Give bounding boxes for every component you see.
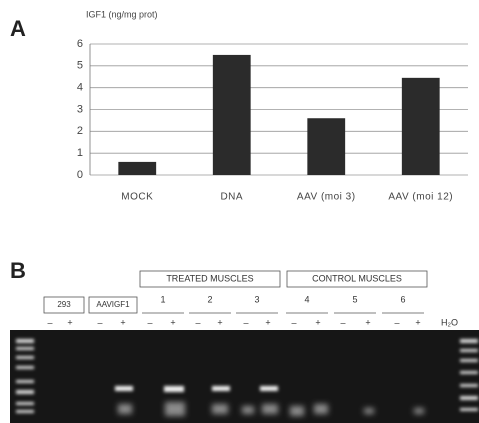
lane-sign: – — [147, 317, 152, 327]
lane-label: AAVIGF1 — [96, 300, 130, 309]
y-tick-label: 3 — [77, 103, 83, 115]
y-axis-title: IGF1 (ng/mg prot) — [86, 9, 158, 19]
lane-sign: + — [365, 317, 370, 327]
lane-sign: + — [170, 317, 175, 327]
y-tick-label: 6 — [77, 38, 83, 50]
lane-sign: + — [67, 317, 72, 327]
x-tick-label: DNA — [220, 192, 243, 203]
panel-label: B — [10, 258, 26, 283]
y-tick-label: 4 — [77, 82, 83, 94]
lane-label: 6 — [400, 294, 405, 304]
y-tick-label: 2 — [77, 125, 83, 137]
water-label: H₂O — [441, 317, 458, 327]
panel-label: A — [10, 16, 26, 41]
lane-label: 4 — [304, 294, 309, 304]
lane-label: 3 — [254, 294, 259, 304]
lane-sign: + — [315, 317, 320, 327]
group-label: TREATED MUSCLES — [166, 273, 253, 283]
bar — [402, 78, 440, 175]
lane-sign: – — [195, 317, 200, 327]
lane-sign: + — [217, 317, 222, 327]
bar — [213, 55, 251, 175]
bar — [118, 162, 156, 175]
lane-sign: – — [340, 317, 345, 327]
lane-sign: + — [415, 317, 420, 327]
lane-label: 1 — [160, 294, 165, 304]
lane-sign: + — [265, 317, 270, 327]
lane-sign: – — [97, 317, 102, 327]
lane-label: 5 — [352, 294, 357, 304]
y-tick-label: 1 — [77, 147, 83, 159]
gel-image — [10, 330, 479, 423]
lane-label: 2 — [207, 294, 212, 304]
gel-header: TREATED MUSCLES CONTROL MUSCLES 293–+AAV… — [44, 271, 458, 327]
y-tick-label: 0 — [77, 169, 83, 181]
lane-sign: – — [291, 317, 296, 327]
x-tick-label: AAV (moi 3) — [297, 192, 356, 203]
group-label: CONTROL MUSCLES — [312, 273, 402, 283]
bar — [307, 118, 345, 175]
lane-sign: – — [243, 317, 248, 327]
figure: A B IGF1 (ng/mg prot) 0 1 2 3 4 5 6 MOCK DNA AAV … — [0, 0, 479, 423]
lane-sign: – — [47, 317, 52, 327]
lane-sign: – — [394, 317, 399, 327]
lane-label: 293 — [57, 300, 71, 309]
y-tick-label: 5 — [77, 60, 83, 72]
bar-chart: 0 1 2 3 4 5 6 MOCK DNA AAV (moi 3) AAV (moi 12) — [77, 38, 468, 203]
x-tick-label: AAV (moi 12) — [388, 192, 453, 203]
lane-sign: + — [120, 317, 125, 327]
x-tick-label: MOCK — [121, 192, 153, 203]
